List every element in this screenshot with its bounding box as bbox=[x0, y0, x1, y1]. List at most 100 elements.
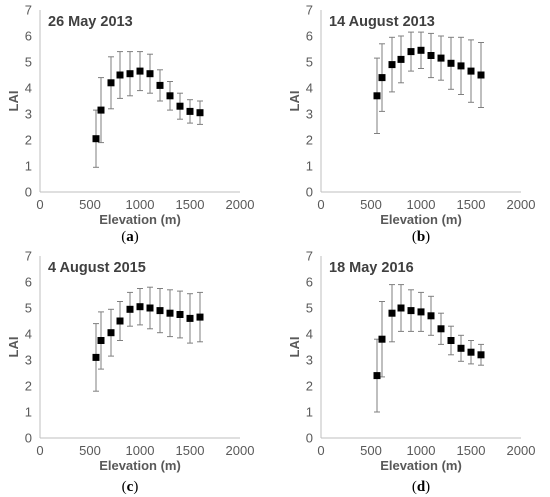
data-point bbox=[437, 325, 445, 333]
data-point bbox=[146, 70, 154, 78]
data-point bbox=[136, 303, 144, 311]
data-point bbox=[417, 46, 425, 54]
y-tick-label: 5 bbox=[25, 55, 32, 70]
data-point bbox=[407, 48, 415, 56]
data-point bbox=[97, 106, 105, 114]
y-tick-label: 7 bbox=[306, 3, 313, 18]
y-tick-label: 6 bbox=[306, 275, 313, 290]
panel-caption-letter: b bbox=[417, 229, 425, 245]
data-point bbox=[427, 312, 435, 320]
y-tick-label: 0 bbox=[306, 185, 313, 200]
chart-title: 26 May 2013 bbox=[48, 14, 133, 30]
panel-caption: (b) bbox=[412, 229, 430, 245]
data-point bbox=[477, 351, 485, 359]
data-point bbox=[136, 67, 144, 75]
y-tick-label: 5 bbox=[306, 301, 313, 316]
data-point bbox=[397, 55, 405, 63]
data-point bbox=[388, 309, 396, 317]
data-point bbox=[407, 307, 415, 315]
data-point bbox=[92, 135, 100, 143]
y-tick-label: 2 bbox=[25, 379, 32, 394]
y-tick-label: 7 bbox=[25, 249, 32, 264]
y-tick-label: 3 bbox=[306, 107, 313, 122]
chart-title: 18 May 2016 bbox=[329, 260, 414, 276]
data-point bbox=[166, 92, 174, 100]
y-tick-label: 1 bbox=[306, 405, 313, 420]
y-axis-title: LAI bbox=[287, 91, 302, 112]
data-point bbox=[467, 348, 475, 356]
x-tick-label: 0 bbox=[36, 443, 43, 458]
y-tick-label: 4 bbox=[306, 327, 313, 342]
data-point bbox=[457, 62, 465, 70]
y-axis-title: LAI bbox=[6, 337, 21, 358]
x-tick-label: 1000 bbox=[407, 443, 436, 458]
x-tick-label: 0 bbox=[36, 197, 43, 212]
data-point bbox=[107, 329, 115, 337]
data-point bbox=[126, 305, 134, 313]
y-tick-label: 1 bbox=[25, 159, 32, 174]
x-tick-label: 0 bbox=[317, 443, 324, 458]
data-point bbox=[373, 372, 381, 380]
x-tick-label: 2000 bbox=[226, 443, 255, 458]
x-tick-label: 500 bbox=[360, 443, 382, 458]
y-tick-label: 6 bbox=[306, 29, 313, 44]
x-tick-label: 2000 bbox=[507, 197, 536, 212]
data-point bbox=[126, 70, 134, 78]
y-tick-label: 2 bbox=[25, 133, 32, 148]
x-tick-label: 1000 bbox=[126, 197, 155, 212]
x-tick-label: 500 bbox=[79, 443, 101, 458]
x-axis-title: Elevation (m) bbox=[380, 458, 462, 473]
y-tick-label: 7 bbox=[25, 3, 32, 18]
x-axis-title: Elevation (m) bbox=[380, 212, 462, 227]
y-axis-title: LAI bbox=[6, 91, 21, 112]
y-tick-label: 6 bbox=[25, 29, 32, 44]
y-tick-label: 4 bbox=[25, 327, 32, 342]
data-point bbox=[116, 317, 124, 325]
data-point bbox=[92, 353, 100, 361]
data-point bbox=[166, 309, 174, 317]
data-point bbox=[457, 344, 465, 352]
panel-caption: (c) bbox=[122, 479, 139, 495]
data-point bbox=[176, 311, 184, 318]
x-tick-label: 1000 bbox=[126, 443, 155, 458]
data-point bbox=[156, 81, 164, 89]
data-point bbox=[388, 61, 396, 69]
y-tick-label: 4 bbox=[306, 81, 313, 96]
y-tick-label: 3 bbox=[306, 353, 313, 368]
chart-panel-a: 0 1 2 3 4 5 6 7 0 500 1000 1500 2000 Elevation (m) LAI… bbox=[6, 3, 254, 246]
y-tick-label: 5 bbox=[306, 55, 313, 70]
data-point bbox=[427, 52, 435, 59]
y-tick-label: 0 bbox=[306, 431, 313, 446]
data-point bbox=[373, 92, 381, 100]
chart-title: 14 August 2013 bbox=[329, 14, 435, 30]
x-tick-label: 500 bbox=[79, 197, 101, 212]
data-point bbox=[186, 107, 194, 115]
y-tick-label: 3 bbox=[25, 107, 32, 122]
data-point bbox=[437, 54, 445, 62]
data-point bbox=[156, 307, 164, 315]
data-point bbox=[146, 304, 154, 312]
y-tick-label: 2 bbox=[306, 379, 313, 394]
panel-caption: (a) bbox=[121, 229, 139, 245]
y-tick-label: 3 bbox=[25, 353, 32, 368]
y-axis-title: LAI bbox=[287, 337, 302, 358]
data-point bbox=[196, 109, 204, 117]
y-tick-label: 2 bbox=[306, 133, 313, 148]
chart-panel-c: 0 1 2 3 4 5 6 7 0 500 1000 1500 2000 Elevation (m) LAI… bbox=[6, 249, 254, 496]
chart-title: 4 August 2015 bbox=[48, 260, 146, 276]
data-point bbox=[107, 79, 115, 87]
data-point bbox=[176, 102, 184, 110]
x-tick-label: 1000 bbox=[407, 197, 436, 212]
y-tick-label: 5 bbox=[25, 301, 32, 316]
y-tick-label: 6 bbox=[25, 275, 32, 290]
x-axis-title: Elevation (m) bbox=[99, 458, 181, 473]
panel-caption-letter: c bbox=[127, 479, 134, 495]
x-tick-label: 1500 bbox=[457, 443, 486, 458]
panel-caption-letter: d bbox=[417, 479, 426, 495]
data-point bbox=[397, 304, 405, 312]
x-tick-label: 2000 bbox=[226, 197, 255, 212]
y-tick-label: 1 bbox=[306, 159, 313, 174]
data-point bbox=[196, 313, 204, 321]
x-axis-title: Elevation (m) bbox=[99, 212, 181, 227]
